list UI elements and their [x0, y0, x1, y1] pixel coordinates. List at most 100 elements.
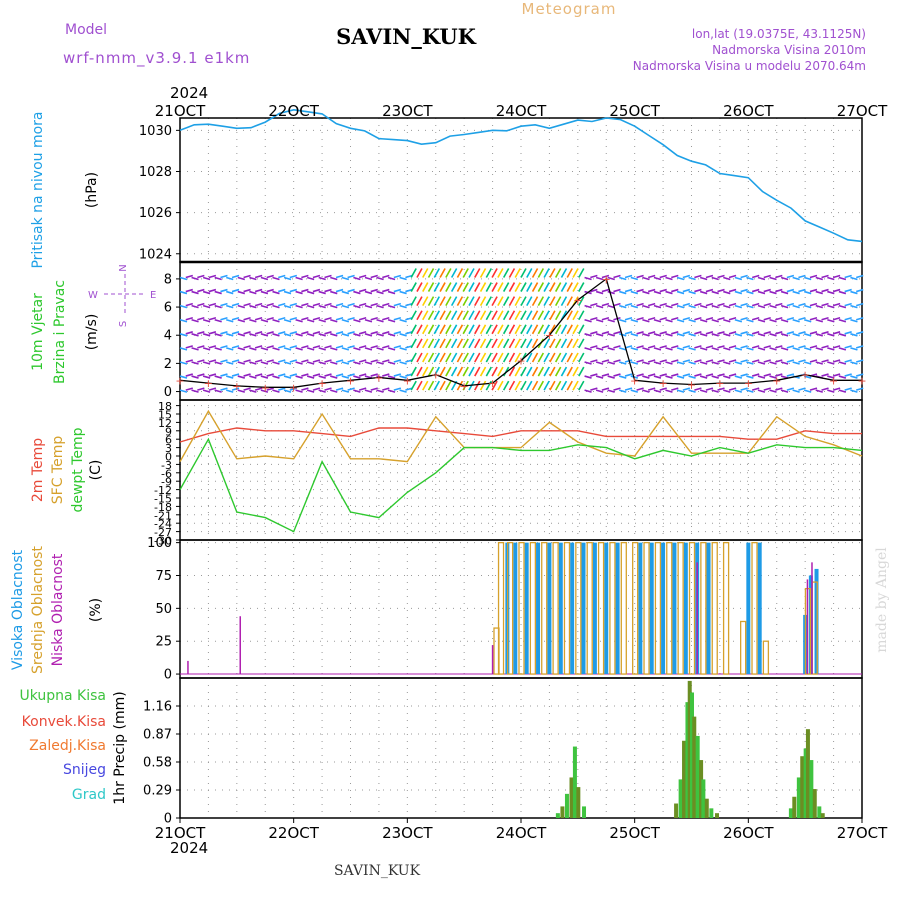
wind-barb [393, 345, 402, 349]
wind-barb [353, 375, 361, 379]
wind-barb [341, 347, 350, 351]
wind-barb [856, 302, 864, 307]
wind-barb [526, 310, 533, 321]
wind-barb [439, 366, 446, 377]
time-label-bottom: 27OCT [837, 824, 888, 842]
wind-barb [450, 366, 458, 377]
y-tick-label: -30 [154, 535, 172, 548]
wind-barb [399, 290, 407, 295]
wind-barb [694, 373, 702, 377]
wind-barb [324, 345, 332, 349]
wind-barb [578, 310, 585, 321]
wind-barb [185, 302, 193, 307]
wind-barb [330, 347, 338, 351]
wind-barb [387, 347, 396, 351]
y-tick-label: 1030 [139, 124, 172, 139]
wind-barb [514, 352, 521, 363]
wind-barb [659, 274, 667, 279]
wind-barb [456, 366, 464, 377]
wind-barb [260, 304, 269, 309]
wind-barb [416, 282, 423, 292]
wind-barb [330, 318, 338, 323]
wind-barb [728, 373, 737, 377]
wind-barb [312, 345, 321, 349]
wind-barb [688, 375, 696, 379]
temp-axis-label-0: 2m Temp [30, 438, 46, 502]
wind-speed-marker: + [715, 377, 724, 390]
mid-cloud-bar [700, 541, 707, 675]
wind-barb [740, 288, 748, 293]
wind-barb [243, 345, 251, 349]
wind-barb [531, 324, 539, 335]
mid-cloud-bar [643, 541, 650, 675]
wind-barb [514, 366, 521, 377]
wind-barb [185, 387, 193, 391]
wind-barb [584, 347, 592, 351]
wind-barb [312, 331, 321, 335]
wind-barb [220, 274, 228, 279]
wind-barb [312, 316, 321, 321]
wind-barb [295, 290, 303, 295]
y-tick-label: -12 [154, 484, 172, 497]
y-tick-label: 0 [164, 668, 172, 683]
wind-barb [757, 375, 766, 379]
panel-0: 1024 1026 1028 1030 [139, 117, 863, 263]
wind-barb [763, 345, 771, 349]
wind-barb [537, 296, 545, 307]
wind-barb [705, 274, 714, 279]
wind-barb [243, 316, 251, 321]
wind-barb [856, 274, 864, 279]
wind-barb [601, 331, 610, 335]
high-cloud-bar [615, 542, 620, 675]
wind-barb [301, 345, 309, 349]
wind-barb [856, 331, 864, 335]
wind-barb [335, 387, 344, 391]
time-label-bottom: 25OCT [609, 824, 660, 842]
wind-barb [318, 290, 326, 295]
precip-bar [803, 748, 808, 818]
wind-barb [717, 345, 725, 349]
wind-barb [751, 316, 760, 321]
wind-barb [387, 389, 396, 393]
y-tick-label: 4 [164, 329, 172, 344]
wind-barb [734, 347, 743, 351]
wind-barb [468, 352, 475, 363]
wind-barb [410, 282, 417, 292]
precip-legend-1: Konvek.Kisa [22, 714, 106, 730]
product-title: Meteogram [522, 0, 617, 18]
wind-barb [324, 331, 332, 335]
wind-barb [456, 380, 464, 391]
wind-barb [260, 333, 269, 337]
wind-barb [220, 387, 228, 391]
wind-barb [353, 290, 361, 295]
wind-barb [393, 359, 402, 363]
wind-speed-marker: + [772, 374, 781, 387]
wind-barb [450, 310, 458, 321]
wind-barb [289, 387, 298, 391]
wind-barb [439, 310, 446, 321]
wind-barb [485, 296, 493, 307]
wind-barb [780, 347, 789, 351]
mid-cloud-bar [740, 620, 747, 675]
wind-barb [462, 282, 469, 292]
wind-barb [711, 304, 719, 309]
wind-barb [526, 338, 533, 349]
wind-barb [850, 304, 858, 309]
wind-barb [416, 338, 423, 349]
wind-barb [382, 359, 390, 363]
wind-barb [197, 387, 205, 391]
wind-barb [590, 316, 598, 321]
wind-barb [665, 375, 673, 379]
wind-barb [560, 324, 568, 335]
wind-barb [214, 290, 222, 295]
wind-barb [844, 316, 852, 321]
wind-barb [202, 276, 211, 281]
wind-barb [370, 331, 378, 335]
wind-barb [358, 345, 367, 349]
wind-barb [370, 373, 378, 377]
wind-barb [341, 304, 350, 309]
precip-bar [709, 808, 714, 818]
wind-barb [249, 333, 257, 337]
y-tick-label: -18 [154, 501, 172, 514]
wind-barb [659, 316, 667, 321]
